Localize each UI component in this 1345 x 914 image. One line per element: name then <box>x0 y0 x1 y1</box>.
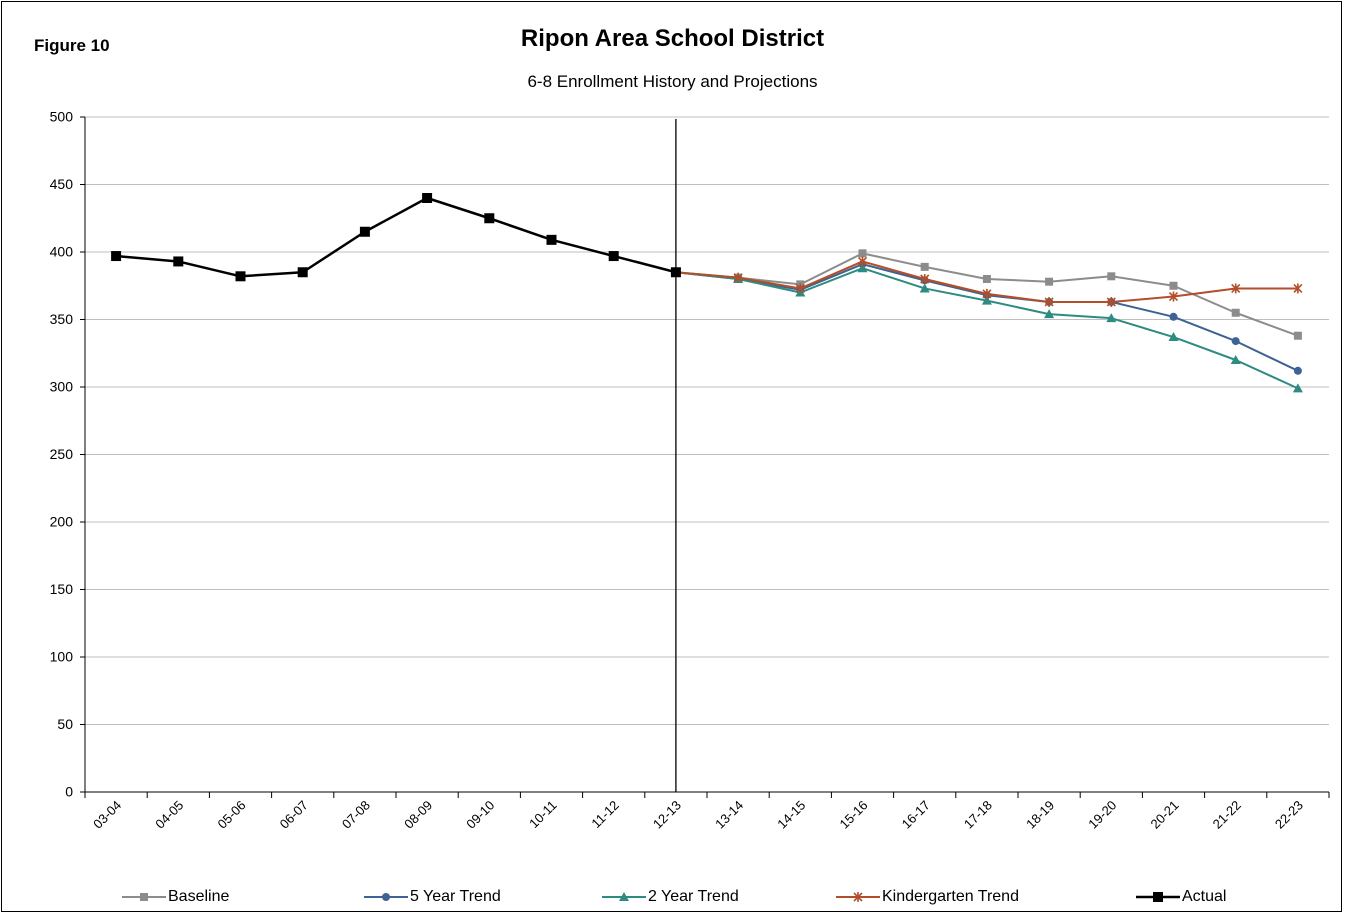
data-point-5-year-trend-22-23 <box>1293 366 1302 375</box>
data-point-actual-07-08 <box>359 226 370 237</box>
legend-marker-baseline <box>140 893 148 901</box>
legend-marker-kindergarten-trend <box>853 892 863 902</box>
y-tick-label: 450 <box>50 176 74 192</box>
y-tick-label: 250 <box>50 446 74 462</box>
data-point-2-year-trend-21-22 <box>1230 355 1241 364</box>
data-point-kindergarten-trend-13-14 <box>733 272 743 283</box>
data-point-5-year-trend-21-22 <box>1231 337 1240 346</box>
legend-swatch-kindergarten-trend <box>836 892 880 902</box>
data-point-2-year-trend-19-20 <box>1106 313 1117 323</box>
y-tick-label: 150 <box>50 581 74 597</box>
data-point-actual-05-06 <box>235 271 246 282</box>
data-point-2-year-trend-20-21 <box>1168 332 1179 342</box>
legend-label-5-year-trend: 5 Year Trend <box>410 888 501 905</box>
legend-swatch-baseline <box>122 893 166 901</box>
x-tick-label-17-18: 17-18 <box>961 798 995 832</box>
data-point-baseline-16-17 <box>920 262 929 271</box>
x-tick-label-14-15: 14-15 <box>774 798 808 832</box>
data-point-5-year-trend-20-21 <box>1169 312 1178 321</box>
x-tick-label-16-17: 16-17 <box>899 798 933 832</box>
legend-label-actual: Actual <box>1182 888 1227 905</box>
data-point-kindergarten-trend-22-23 <box>1293 283 1303 294</box>
data-point-actual-08-09 <box>422 193 433 203</box>
x-tick-label-09-10: 09-10 <box>463 798 497 832</box>
legend-item-5-year-trend: 5 Year Trend <box>364 887 501 907</box>
data-point-2-year-trend-17-18 <box>981 295 992 305</box>
x-tick-label-21-22: 21-22 <box>1210 798 1244 832</box>
y-tick-label: 0 <box>65 784 73 800</box>
data-point-baseline-22-23 <box>1293 331 1302 340</box>
x-tick-label-18-19: 18-19 <box>1023 798 1057 832</box>
data-point-baseline-19-20 <box>1107 272 1116 281</box>
data-point-kindergarten-trend-19-20 <box>1106 296 1116 307</box>
chart-title: Ripon Area School District <box>520 25 825 52</box>
legend-item-actual: Actual <box>1136 887 1226 907</box>
data-point-kindergarten-trend-21-22 <box>1231 283 1241 294</box>
x-tick-label-07-08: 07-08 <box>339 798 373 832</box>
x-tick-label-03-04: 03-04 <box>90 798 124 832</box>
x-tick-label-10-11: 10-11 <box>526 798 559 831</box>
x-tick-label-05-06: 05-06 <box>215 798 249 832</box>
data-point-2-year-trend-16-17 <box>919 283 930 293</box>
y-tick-label: 100 <box>50 649 74 665</box>
x-tick-label-19-20: 19-20 <box>1085 798 1119 832</box>
data-point-baseline-17-18 <box>982 275 991 283</box>
legend-marker-5-year-trend <box>382 893 390 901</box>
legend-label-baseline: Baseline <box>168 888 230 905</box>
legend-item-2-year-trend: 2 Year Trend <box>602 887 739 907</box>
data-point-2-year-trend-15-16 <box>857 263 868 273</box>
data-point-actual-09-10 <box>484 213 495 224</box>
data-point-baseline-21-22 <box>1231 308 1240 317</box>
data-point-kindergarten-trend-20-21 <box>1168 291 1179 302</box>
data-point-actual-12-13 <box>670 267 681 278</box>
x-tick-label-15-16: 15-16 <box>837 798 871 832</box>
chart-subtitle: 6-8 Enrollment History and Projections <box>527 72 818 91</box>
x-tick-label-22-23: 22-23 <box>1272 798 1306 832</box>
y-tick-label: 400 <box>50 244 74 260</box>
data-point-actual-10-11 <box>546 234 557 245</box>
data-point-baseline-20-21 <box>1169 281 1178 290</box>
data-point-baseline-18-19 <box>1045 277 1054 286</box>
chart-legend: Baseline 5 Year Trend 2 Year Trend Kinderga… <box>0 887 1345 911</box>
y-tick-label: 50 <box>57 716 73 732</box>
legend-label-2-year-trend: 2 Year Trend <box>648 888 739 905</box>
x-tick-label-13-14: 13-14 <box>712 798 746 832</box>
x-tick-label-04-05: 04-05 <box>152 798 186 832</box>
data-point-2-year-trend-22-23 <box>1292 383 1303 393</box>
x-tick-label-12-13: 12-13 <box>650 798 684 832</box>
data-point-kindergarten-trend-18-19 <box>1044 296 1054 307</box>
legend-swatch-5-year-trend <box>364 893 408 901</box>
y-tick-label: 500 <box>50 109 74 125</box>
legend-item-kindergarten-trend: Kindergarten Trend <box>836 887 1019 907</box>
legend-item-baseline: Baseline <box>122 887 229 907</box>
x-tick-label-06-07: 06-07 <box>277 798 311 832</box>
data-point-kindergarten-trend-15-16 <box>857 256 868 267</box>
data-point-kindergarten-trend-16-17 <box>920 274 930 284</box>
x-tick-label-11-12: 11-12 <box>588 798 621 831</box>
data-point-actual-06-07 <box>297 267 308 278</box>
y-tick-label: 350 <box>50 311 74 327</box>
data-point-actual-11-12 <box>608 251 619 262</box>
data-point-actual-04-05 <box>173 256 184 267</box>
legend-label-kindergarten-trend: Kindergarten Trend <box>882 888 1019 905</box>
data-point-2-year-trend-18-19 <box>1044 309 1055 319</box>
data-point-actual-03-04 <box>111 251 122 262</box>
x-tick-label-08-09: 08-09 <box>401 798 435 832</box>
y-tick-label: 300 <box>50 379 74 395</box>
series-line-actual <box>115 196 677 278</box>
data-point-kindergarten-trend-17-18 <box>982 288 992 299</box>
legend-marker-2-year-trend <box>619 892 629 901</box>
figure-label: Figure 10 <box>34 36 110 55</box>
x-tick-label-20-21: 20-21 <box>1148 798 1182 832</box>
legend-swatch-actual <box>1136 892 1180 902</box>
legend-marker-actual <box>1153 892 1163 902</box>
legend-swatch-2-year-trend <box>602 892 646 901</box>
data-point-kindergarten-trend-14-15 <box>795 283 805 294</box>
y-tick-label: 200 <box>50 514 74 530</box>
data-point-baseline-15-16 <box>858 249 867 258</box>
